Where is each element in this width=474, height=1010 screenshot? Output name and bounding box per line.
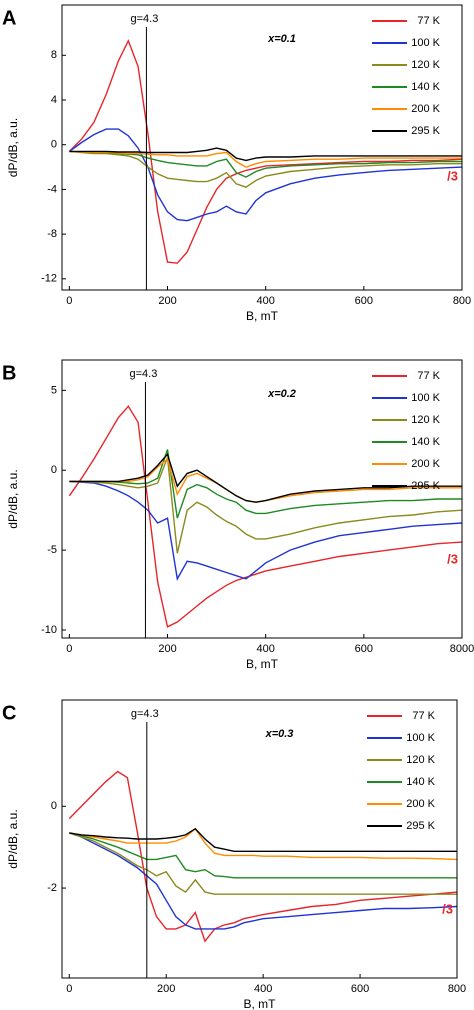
legend-label: 77 K bbox=[417, 370, 440, 382]
x-tick-label: 600 bbox=[355, 295, 373, 307]
x-tick-label: 8000 bbox=[450, 643, 474, 655]
series-line bbox=[69, 449, 462, 519]
scale-note: /3 bbox=[447, 552, 458, 567]
x-tick-label: 200 bbox=[158, 295, 176, 307]
marker-label: g=4.3 bbox=[130, 13, 158, 25]
series-line bbox=[68, 39, 463, 264]
x-tick-label: 400 bbox=[254, 983, 272, 995]
series-line bbox=[69, 832, 457, 895]
legend-label: 100 K bbox=[406, 732, 435, 744]
y-tick-label: -10 bbox=[41, 624, 57, 636]
series-line bbox=[68, 770, 458, 943]
x-tick-label: 0 bbox=[66, 983, 72, 995]
legend-label: 120 K bbox=[406, 754, 435, 766]
y-tick-label: -8 bbox=[47, 228, 57, 240]
y-axis-label: dP/dB, a.u. bbox=[6, 469, 20, 528]
plot-frame bbox=[61, 699, 458, 979]
legend-label: 295 K bbox=[406, 820, 435, 832]
series-line bbox=[69, 457, 463, 554]
x-tick-label: 0 bbox=[66, 295, 72, 307]
series-line bbox=[69, 832, 457, 879]
scale-note: /3 bbox=[447, 169, 458, 184]
x-tick-label: 400 bbox=[257, 295, 275, 307]
y-tick-label: 5 bbox=[51, 384, 57, 396]
x-tick-label: 200 bbox=[157, 983, 175, 995]
panel: C 0 -2 0 200 400 600 800 B, mT dP/dB, a.u. 77 K 100… bbox=[2, 699, 466, 1010]
composition-label: x=0.1 bbox=[267, 33, 296, 45]
legend-label: 140 K bbox=[406, 776, 435, 788]
series-line bbox=[69, 827, 458, 861]
series-line bbox=[68, 405, 463, 628]
composition-label: x=0.3 bbox=[265, 728, 294, 740]
legend-label: 120 K bbox=[411, 59, 440, 71]
legend-label: 100 K bbox=[411, 37, 440, 49]
x-tick-label: 600 bbox=[355, 643, 373, 655]
y-tick-label: 0 bbox=[51, 464, 57, 476]
series-line bbox=[69, 452, 462, 503]
panel: B 5 0 -5 -10 0 200 400 600 8000 B, mT dP/dB, a.u. 77… bbox=[2, 359, 474, 671]
legend-label: 140 K bbox=[411, 436, 440, 448]
panel: A 8 4 0 -4 -8 -12 0 200 400 600 800 B, mT dP/dB, a.u.… bbox=[2, 4, 471, 323]
legend-label: 77 K bbox=[417, 15, 440, 27]
y-axis-label: dP/dB, a.u. bbox=[6, 118, 20, 177]
panel-label: A bbox=[2, 7, 16, 29]
x-axis-label: B, mT bbox=[246, 309, 279, 323]
plot-frame bbox=[61, 359, 463, 639]
legend-label: 77 K bbox=[412, 710, 435, 722]
series-line bbox=[69, 480, 463, 581]
panel-label: C bbox=[2, 702, 16, 724]
series-line bbox=[69, 827, 457, 852]
y-axis-label: dP/dB, a.u. bbox=[6, 809, 20, 868]
y-tick-label: -2 bbox=[47, 882, 57, 894]
composition-label: x=0.2 bbox=[267, 388, 296, 400]
scale-note: /3 bbox=[442, 902, 453, 917]
x-tick-label: 400 bbox=[257, 643, 275, 655]
y-tick-label: -12 bbox=[41, 273, 57, 285]
legend-label: 120 K bbox=[411, 414, 440, 426]
series-line bbox=[68, 128, 463, 222]
legend-label: 295 K bbox=[411, 125, 440, 137]
marker-label: g=4.3 bbox=[131, 708, 159, 720]
y-tick-label: -5 bbox=[47, 544, 57, 556]
x-tick-label: 0 bbox=[66, 643, 72, 655]
y-tick-label: 0 bbox=[51, 139, 57, 151]
x-axis-label: B, mT bbox=[244, 997, 277, 1010]
legend-label: 200 K bbox=[406, 798, 435, 810]
y-tick-label: 4 bbox=[51, 94, 57, 106]
legend-label: 100 K bbox=[411, 392, 440, 404]
x-axis-label: B, mT bbox=[246, 657, 279, 671]
x-tick-label: 800 bbox=[453, 295, 471, 307]
marker-label: g=4.3 bbox=[130, 368, 158, 380]
x-tick-label: 800 bbox=[448, 983, 466, 995]
series-line bbox=[69, 832, 458, 930]
panel-label: B bbox=[2, 362, 16, 384]
legend-label: 200 K bbox=[411, 458, 440, 470]
legend-label: 140 K bbox=[411, 81, 440, 93]
series-line bbox=[69, 150, 462, 168]
legend-label: 295 K bbox=[411, 480, 440, 492]
y-tick-label: -4 bbox=[47, 183, 57, 195]
y-tick-label: 0 bbox=[51, 800, 57, 812]
series-line bbox=[69, 147, 462, 162]
series-line bbox=[69, 150, 462, 188]
x-tick-label: 200 bbox=[158, 643, 176, 655]
plot-frame bbox=[61, 4, 463, 291]
x-tick-label: 600 bbox=[351, 983, 369, 995]
legend-label: 200 K bbox=[411, 103, 440, 115]
y-tick-label: 8 bbox=[51, 49, 57, 61]
